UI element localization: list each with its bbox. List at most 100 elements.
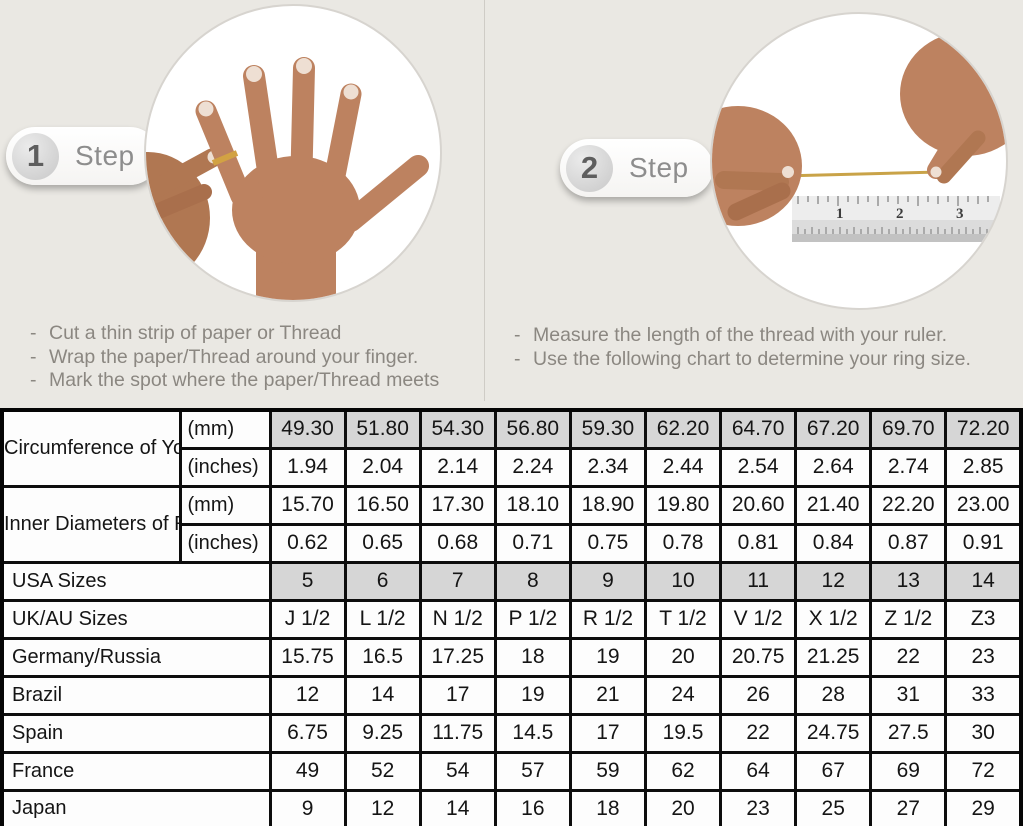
table-cell: 59 [568, 750, 647, 792]
table-cell: 0.91 [944, 522, 1023, 564]
table-cell: 54 [418, 750, 497, 792]
table-cell: 26 [719, 674, 798, 716]
gold-ring [211, 150, 239, 166]
ring-size-table: Circumference of Your Finger (mm) 49.305… [0, 408, 1023, 826]
table-cell: 19.5 [643, 712, 723, 754]
ruler-number-1: 1 [836, 206, 844, 222]
table-cell: 15.70 [268, 484, 347, 526]
row-label-japan: Japan [0, 788, 272, 826]
table-cell: 0.75 [568, 522, 647, 564]
table-cell: N 1/2 [418, 598, 497, 640]
fingernail [246, 66, 262, 82]
bullet-dash: - [30, 345, 37, 368]
step-2-label: Step [629, 152, 689, 183]
step-1-label: Step [75, 140, 135, 171]
row-label-inner-diameters: Inner Diameters of Rings [0, 484, 182, 564]
table-cell: 69 [869, 750, 948, 792]
table-cell: 0.65 [343, 522, 422, 564]
table-cell: 72.20 [944, 408, 1023, 450]
table-cell: 62 [643, 750, 723, 792]
row-unit-mm: (mm) [178, 408, 272, 450]
table-cell: 64 [719, 750, 798, 792]
table-cell: 16.5 [343, 636, 422, 678]
table-cell: X 1/2 [794, 598, 873, 640]
table-row-circumference-mm: Circumference of Your Finger (mm) 49.305… [0, 408, 1023, 488]
table-cell: 18 [493, 636, 572, 678]
hand-with-ring-illustration [146, 57, 429, 300]
instruction-line: - Wrap the paper/Thread around your fing… [22, 346, 488, 370]
table-cell: L 1/2 [343, 598, 422, 640]
table-cell: R 1/2 [568, 598, 647, 640]
table-cell: 30 [944, 712, 1023, 754]
table-cell: 28 [794, 674, 873, 716]
table-cell: 67.20 [794, 408, 873, 450]
table-cell: 31 [869, 674, 948, 716]
table-cell: 20 [643, 636, 723, 678]
table-cell: V 1/2 [719, 598, 798, 640]
table-cell: 18.90 [568, 484, 647, 526]
table-cell: 20.60 [719, 484, 798, 526]
table-cell: 17 [568, 712, 647, 754]
row-label-france: France [0, 750, 272, 792]
table-cell: 23 [719, 788, 798, 826]
table-cell: 17 [418, 674, 497, 716]
instruction-text: Wrap the paper/Thread around your finger… [49, 345, 419, 368]
table-cell: 22 [869, 636, 948, 678]
table-cell: 19.80 [643, 484, 723, 526]
table-row-germany-russia: Germany/Russia 15.75 16.5 17.25 18 19 20 20.75… [0, 636, 1023, 678]
table-cell: 0.71 [493, 522, 572, 564]
row-label-uk-au: UK/AU Sizes [0, 598, 272, 640]
table-cell: 2.24 [493, 446, 572, 488]
pointing-hand [146, 148, 222, 284]
table-cell: 0.87 [869, 522, 948, 564]
row-unit-inches: (inches) [178, 446, 272, 488]
left-hand [712, 106, 802, 226]
row-label-usa: USA Sizes [0, 560, 272, 602]
step-1-badge: 1 Step [6, 127, 159, 185]
table-cell: 49 [268, 750, 347, 792]
table-cell: 54.30 [418, 408, 497, 450]
table-cell: 9.25 [343, 712, 422, 754]
instruction-line: - Use the following chart to determine y… [506, 348, 1023, 372]
table-cell: 13 [869, 560, 948, 602]
table-cell: 12 [794, 560, 873, 602]
measuring-thread-photo: 1 2 3 [710, 12, 1008, 310]
table-cell: 57 [493, 750, 572, 792]
row-label-spain: Spain [0, 712, 272, 754]
gold-thread [781, 170, 941, 178]
table-cell: 18.10 [493, 484, 572, 526]
table-cell: 18 [568, 788, 647, 826]
table-cell: 21.25 [794, 636, 873, 678]
step-1-instructions: - Cut a thin strip of paper or Thread - … [22, 322, 488, 393]
table-cell: 11.75 [418, 712, 497, 754]
hand-with-ring-photo [144, 4, 442, 302]
table-cell: J 1/2 [268, 598, 347, 640]
table-cell: 9 [568, 560, 647, 602]
row-unit-inches: (inches) [178, 522, 272, 564]
step-2-badge: 2 Step [560, 139, 713, 197]
table-cell: 20 [643, 788, 723, 826]
table-cell: 15.75 [268, 636, 347, 678]
table-cell: 64.70 [719, 408, 798, 450]
table-cell: 17.25 [418, 636, 497, 678]
table-cell: 56.80 [493, 408, 572, 450]
table-row-japan: Japan 9 12 14 16 18 20 23 25 27 29 [0, 788, 1023, 826]
table-cell: 12 [343, 788, 422, 826]
table-cell: 16.50 [343, 484, 422, 526]
table-cell: 67 [794, 750, 873, 792]
table-cell: 24 [643, 674, 723, 716]
table-cell: 51.80 [343, 408, 422, 450]
table-cell: 2.74 [869, 446, 948, 488]
row-label-circumference: Circumference of Your Finger [0, 408, 182, 488]
row-label-germany-russia: Germany/Russia [0, 636, 272, 678]
table-cell: 27 [869, 788, 948, 826]
main-hand [195, 57, 429, 300]
instruction-line: - Measure the length of the thread with … [506, 324, 1023, 348]
table-cell: 2.34 [568, 446, 647, 488]
table-row-brazil: Brazil 12 14 17 19 21 24 26 28 31 33 [0, 674, 1023, 716]
table-cell: 0.78 [643, 522, 723, 564]
table-cell: 21 [568, 674, 647, 716]
table-cell: 2.14 [418, 446, 497, 488]
table-cell: 27.5 [869, 712, 948, 754]
